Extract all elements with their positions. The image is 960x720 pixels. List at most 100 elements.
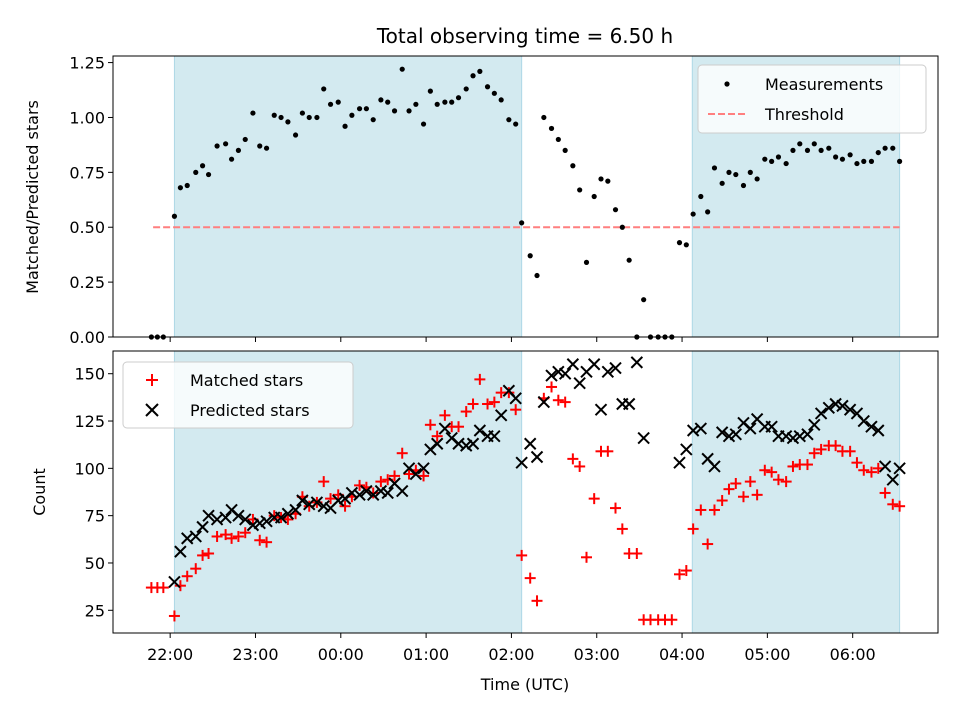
matched-star-point: [552, 394, 564, 406]
predicted-star-point: [893, 462, 906, 475]
predicted-star-point: [452, 437, 465, 450]
predicted-star-point: [878, 460, 892, 473]
measurement-point: [875, 149, 881, 156]
predicted-star-b: [210, 513, 224, 526]
predicted-star-b: [360, 484, 373, 498]
matched-star-point: [887, 498, 899, 510]
measurement-point: [184, 182, 190, 189]
measurement-point: [775, 154, 782, 160]
predicted-star-b: [438, 422, 452, 435]
measurement-point: [484, 84, 491, 90]
matched-star-point: [673, 568, 685, 580]
matched-star-point: [418, 470, 430, 482]
predicted-star-b: [744, 422, 757, 435]
measurement-point: [349, 112, 355, 118]
matched-star-point: [254, 534, 266, 546]
measurement-point: [434, 101, 440, 107]
predicted-star-point: [466, 437, 480, 450]
x-tick-label: 05:00: [744, 645, 790, 664]
measurement-point: [833, 154, 839, 160]
y-tick-label: 0.25: [69, 273, 105, 292]
measurement-point: [498, 97, 504, 103]
predicted-star-point: [296, 494, 309, 507]
measurement-point: [598, 176, 604, 182]
matched-star-point: [325, 493, 337, 505]
predicted-star-b: [609, 361, 622, 375]
matched-star-point: [516, 549, 528, 561]
predicted-star-b: [552, 365, 565, 379]
bottom-x-axis: 22:00 23:00 00:00 01:00 02:00 03:00 04:00 05:00…: [147, 633, 876, 664]
predicted-star-b: [523, 437, 537, 450]
measurement-point: [356, 106, 363, 112]
predicted-star-b: [274, 511, 288, 524]
predicted-star-b: [353, 488, 366, 502]
matched-star-point: [801, 459, 813, 471]
predicted-star-b: [808, 418, 821, 432]
measurement-point: [257, 143, 263, 149]
legend-matched-marker: [146, 374, 158, 386]
measurement-point: [327, 101, 334, 107]
measurement-point: [449, 99, 455, 105]
measurement-point: [263, 145, 270, 151]
predicted-star-b: [367, 488, 380, 502]
measurement-point: [818, 147, 824, 153]
matched-star-point: [844, 445, 856, 457]
measurement-point: [513, 121, 519, 127]
measurement-point: [506, 117, 512, 123]
x-tick-label: 22:00: [147, 645, 193, 664]
measurement-point: [250, 110, 256, 116]
measurement-point: [591, 193, 597, 200]
predicted-star-b: [502, 384, 516, 397]
bottom-y-axis: 25 50 75 100 125 150: [74, 365, 113, 620]
measurement-point: [811, 141, 817, 147]
predicted-star-point: [558, 367, 572, 380]
predicted-star-b: [829, 397, 842, 411]
predicted-star-b: [317, 499, 330, 513]
matched-star-point: [695, 504, 707, 516]
predicted-star-b: [289, 503, 302, 517]
matched-star-point: [168, 610, 180, 622]
measurement-point: [491, 90, 497, 96]
measurement-point: [890, 145, 896, 151]
predicted-star-b: [637, 431, 650, 445]
matched-star-point: [815, 443, 827, 455]
predicted-star-point: [196, 520, 209, 534]
predicted-star-b: [673, 456, 686, 469]
matched-star-point: [851, 457, 863, 469]
predicted-star-point: [637, 431, 650, 445]
measurement-point: [534, 272, 540, 279]
measurement-point: [612, 207, 619, 213]
predicted-star-b: [189, 530, 202, 543]
x-tick-label: 06:00: [830, 645, 876, 664]
legend-predicted-marker: [145, 403, 159, 417]
y-tick-label: 0.50: [69, 218, 105, 237]
measurement-point: [477, 68, 483, 74]
predicted-star-b: [793, 429, 806, 443]
matched-star-point: [708, 504, 720, 516]
predicted-star-b: [686, 424, 700, 437]
measurement-point: [235, 147, 242, 153]
matched-star-point: [702, 538, 714, 550]
predicted-star-point: [488, 429, 501, 443]
y-tick-label: 1.25: [69, 54, 105, 73]
predicted-star-point: [417, 462, 430, 475]
top-x-ticks: [169, 337, 854, 342]
measurement-point: [527, 253, 533, 259]
top-legend: Measurements Threshold: [697, 64, 927, 134]
predicted-star-b: [381, 486, 394, 500]
predicted-stars-series: [168, 356, 906, 589]
legend-matched-label: Matched stars: [190, 371, 303, 390]
predicted-star-point: [744, 422, 757, 435]
measurement-point: [897, 158, 903, 164]
predicted-star-point: [715, 426, 729, 439]
matched-star-point: [261, 536, 273, 548]
matched-star-point: [894, 500, 906, 512]
measurement-point: [205, 171, 212, 178]
predicted-star-b: [779, 429, 793, 443]
predicted-star-b: [174, 545, 187, 558]
measurement-point: [314, 114, 320, 121]
predicted-star-point: [367, 488, 380, 502]
measurement-point: [733, 171, 739, 178]
predicted-star-point: [274, 511, 288, 524]
